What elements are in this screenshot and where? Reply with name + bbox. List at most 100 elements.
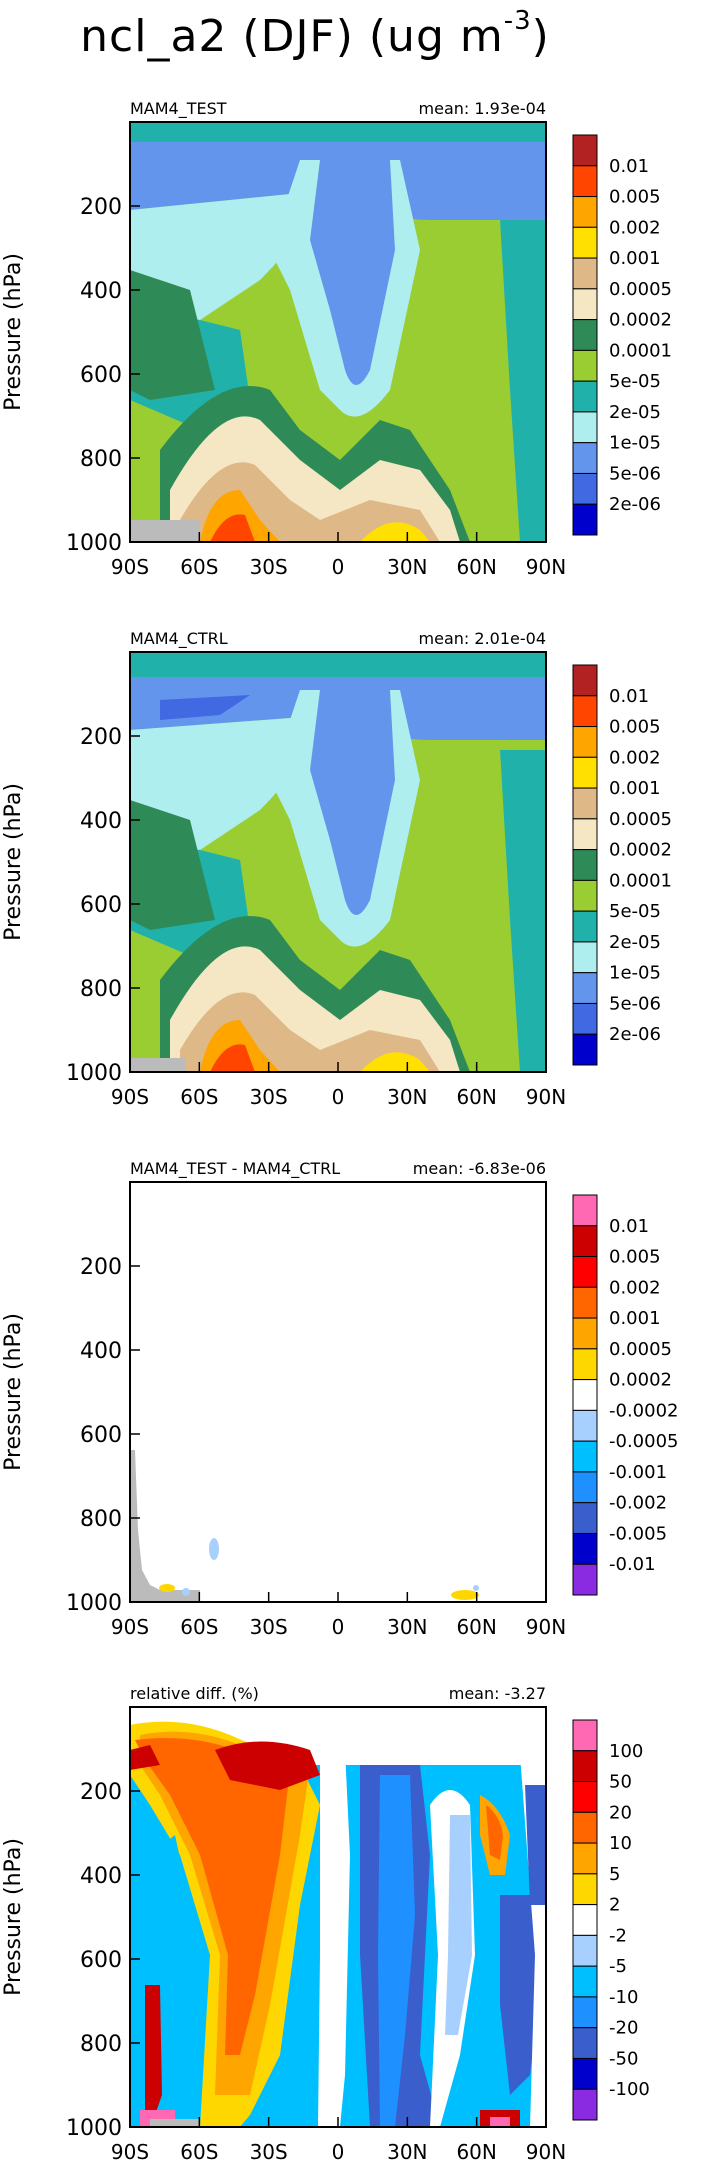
legend-swatch [572,1811,598,1844]
panel-2-title-right: mean: 2.01e-04 [419,629,546,648]
legend-swatch [572,319,598,351]
legend-swatch [572,1033,598,1066]
legend-swatch [572,879,598,912]
legend-swatch [572,1194,598,1227]
y-tick-label: 200 [80,1255,122,1280]
panel-4-title-left: relative diff. (%) [130,1684,259,1703]
legend-swatch [572,818,598,851]
y-tick-label: 200 [80,195,122,220]
x-tick-label: 60S [180,1615,218,1639]
x-tick-label: 90S [111,1615,149,1639]
legend-swatch [572,941,598,974]
legend-swatch [572,1286,598,1319]
y-tick-label: 1000 [66,1591,122,1616]
legend-label: 0.01 [609,156,649,177]
legend-label: 0.002 [609,217,661,238]
legend-label: -20 [609,2018,638,2039]
y-tick-label: 200 [80,1780,122,1805]
legend-swatch [572,1379,598,1411]
legend-swatch [572,165,598,198]
x-tick-label: 30N [387,1615,427,1639]
panel-3-x-ticks: 90S 60S 30S 0 30N 60N 90N [111,1592,566,1639]
panel-3-field [130,1182,546,1602]
x-tick-label: 60N [456,1085,496,1109]
legend-swatch [572,380,598,413]
panel-relative-diff-svg: relative diff. (%) mean: -3.27 Pressure … [1,1684,650,2164]
figure-title-close: ) [531,11,550,62]
x-tick-label: 90N [526,2140,566,2164]
x-tick-label: 90S [111,2140,149,2164]
y-tick-label: 1000 [66,531,122,556]
legend-label: 0.001 [609,778,661,799]
x-tick-label: 60N [456,1615,496,1639]
y-tick-label: 400 [80,809,122,834]
legend-swatch [572,1750,598,1783]
panel-3-legend: 0.01 0.005 0.002 0.001 0.0005 0.0002 -0.0002 -0… [572,1194,678,1596]
x-tick-label: 60N [456,555,496,579]
legend-label: 5e-05 [609,371,661,392]
legend-swatch [572,1225,598,1258]
legend-swatch [572,1532,598,1565]
legend-swatch [572,1781,598,1813]
panel-mam4-test-svg: MAM4_TEST mean: 1.93e-04 Pressure (hPa) … [1,99,672,579]
y-tick-label: 800 [80,447,122,472]
legend-swatch [572,1502,598,1534]
legend-label: 0.001 [609,248,661,269]
panel-1-legend: 0.01 0.005 0.002 0.001 0.0005 0.0002 0.0001 5e-… [572,134,672,536]
x-tick-label: 60S [180,1085,218,1109]
panel-2-y-ticks: 200 400 600 800 1000 [66,725,140,1086]
panel-2-ylabel: Pressure (hPa) [1,783,26,941]
legend-label: -10 [609,1987,638,2008]
legend-swatch [572,2027,598,2059]
legend-swatch [572,1719,598,1752]
panel-1-field [130,122,546,542]
legend-swatch [572,226,598,259]
legend-swatch [572,503,598,536]
panel-1-title-left: MAM4_TEST [130,99,227,119]
legend-label: -0.0002 [609,1400,678,1421]
panel-1-y-ticks: 200 400 600 800 1000 [66,195,140,556]
legend-label: 0.005 [609,1247,661,1268]
legend-label: 100 [609,1741,643,1762]
legend-label: 0.005 [609,187,661,208]
panel-3-title-left: MAM4_TEST - MAM4_CTRL [130,1159,340,1179]
legend-label: 0.002 [609,747,661,768]
y-tick-label: 200 [80,725,122,750]
legend-label: -100 [609,2079,650,2100]
legend-label: 0.001 [609,1308,661,1329]
panel-4-ylabel: Pressure (hPa) [1,1838,26,1996]
legend-label: -0.0005 [609,1431,678,1452]
legend-swatch [572,726,598,758]
legend-swatch [572,1440,598,1473]
x-tick-label: 90N [526,1085,566,1109]
y-tick-label: 600 [80,363,122,388]
legend-label: 2e-06 [609,494,661,515]
x-tick-label: 0 [332,1085,345,1109]
legend-swatch [572,257,598,290]
y-tick-label: 1000 [66,1061,122,1086]
legend-label: 0.0002 [609,840,672,861]
legend-label: 0.0002 [609,1370,672,1391]
y-tick-label: 600 [80,1948,122,1973]
legend-swatch [572,2057,598,2090]
panel-3-ylabel: Pressure (hPa) [1,1313,26,1471]
legend-swatch [572,472,598,505]
legend-label: 1e-05 [609,433,661,454]
y-tick-label: 600 [80,893,122,918]
legend-swatch [572,849,598,881]
legend-label: 0.01 [609,686,649,707]
y-tick-label: 600 [80,1423,122,1448]
panel-4-y-ticks: 200 400 600 800 1000 [66,1780,140,2141]
panel-3-title-right: mean: -6.83e-06 [413,1159,546,1178]
legend-swatch [572,196,598,228]
legend-swatch [572,1873,598,1906]
x-tick-label: 30N [387,1085,427,1109]
legend-swatch [572,1842,598,1875]
legend-label: 5e-06 [609,993,661,1014]
legend-swatch [572,1348,598,1381]
legend-label: 0.0005 [609,279,672,300]
x-tick-label: 90S [111,555,149,579]
legend-label: 0.0005 [609,1339,672,1360]
legend-label: 0.005 [609,717,661,738]
legend-label: 5e-05 [609,901,661,922]
